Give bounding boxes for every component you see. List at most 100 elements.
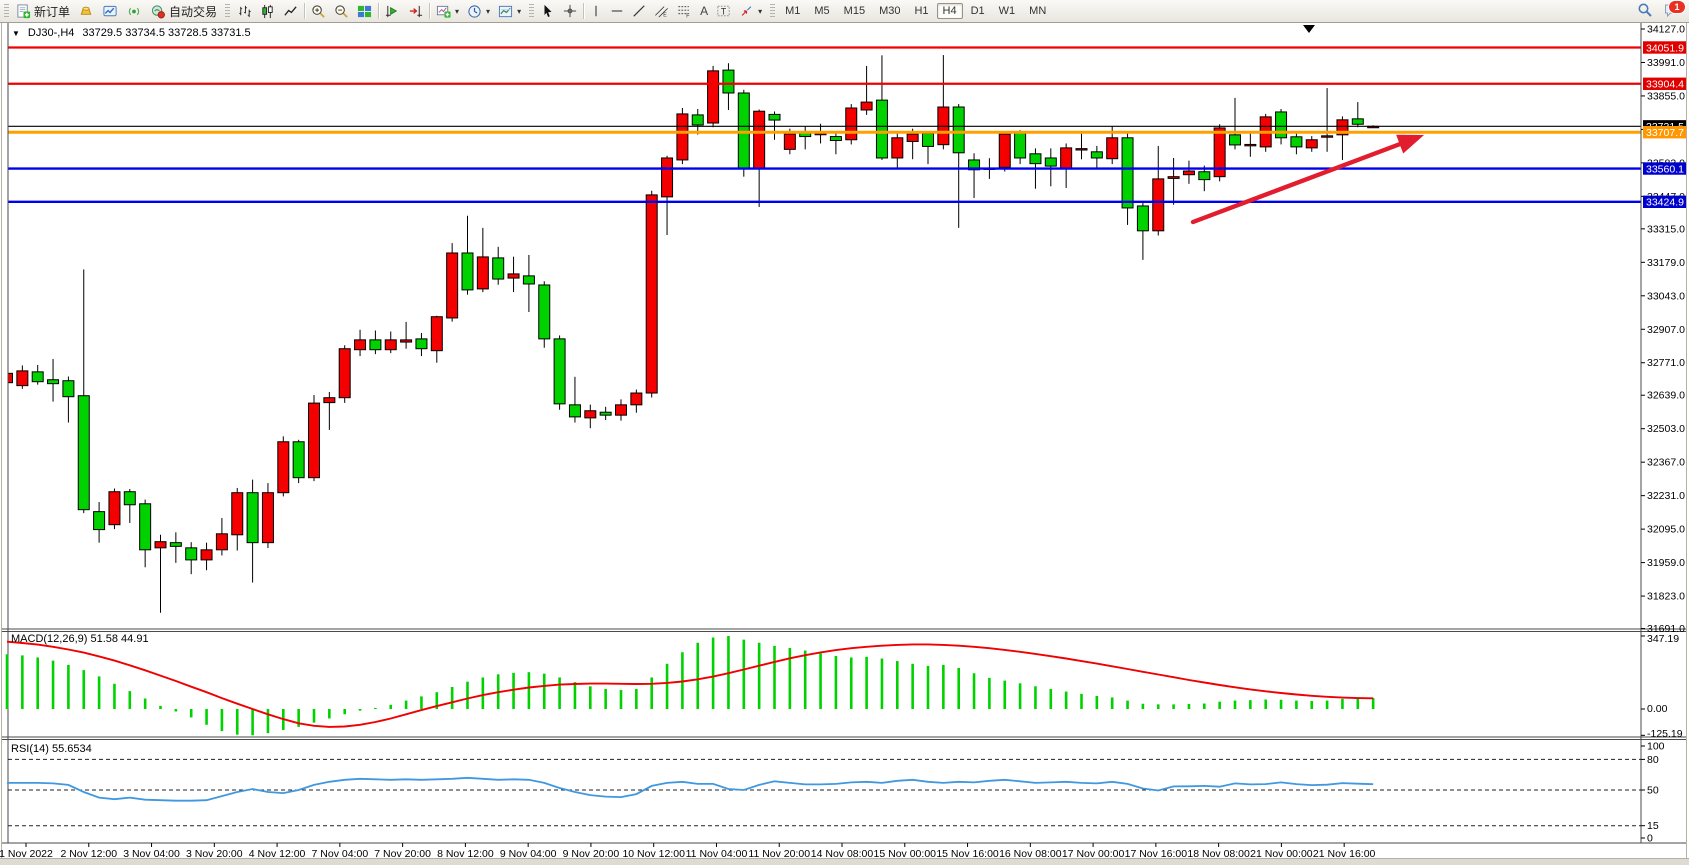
price-tick-label: 32503.0: [1647, 423, 1685, 435]
text-tool-button[interactable]: A: [696, 1, 712, 21]
text-label-tool-button[interactable]: T: [712, 1, 735, 21]
timeframe-button-h4[interactable]: H4: [936, 3, 963, 19]
arrows-tool-button[interactable]: ▾: [735, 1, 766, 21]
chart-canvas[interactable]: 34127.033991.033855.033719.033583.033447…: [0, 22, 1689, 865]
candle: [922, 131, 934, 165]
candle: [1044, 148, 1057, 187]
cursor-tool-button[interactable]: [537, 1, 559, 21]
periods-button[interactable]: ▾: [463, 1, 494, 21]
candle: [891, 133, 904, 170]
rsi-axis-label: 100: [1647, 741, 1665, 753]
horizontal-line-tool-button[interactable]: [606, 1, 628, 21]
signal-button[interactable]: [122, 1, 146, 21]
timeframe-button-m15[interactable]: M15: [843, 5, 866, 17]
chart-symbol-label: DJ30-,H4: [27, 27, 75, 39]
candle: [1321, 88, 1334, 152]
tile-windows-button[interactable]: [353, 1, 376, 21]
auto-trading-button[interactable]: 自动交易: [146, 1, 221, 21]
time-tick-label: 3 Nov 20:00: [186, 848, 243, 860]
time-tick-label: 11 Nov 20:00: [748, 848, 810, 860]
candle: [538, 281, 551, 348]
candle: [968, 153, 981, 199]
candle: [292, 439, 305, 484]
timeframe-button-m5[interactable]: M5: [814, 5, 830, 17]
time-axis[interactable]: 1 Nov 2022 2 Nov 12:00 3 Nov 04:00 3 Nov 20…: [0, 843, 1376, 860]
timeframe-button-m1[interactable]: M1: [785, 5, 801, 17]
toolbar-grip[interactable]: [225, 3, 231, 19]
channel-tool-button[interactable]: E: [650, 1, 673, 21]
gold-ingot-button[interactable]: [74, 1, 98, 21]
indicators-button[interactable]: ▾: [432, 1, 463, 21]
trend-arrow-line[interactable]: [1190, 138, 1412, 225]
search-icon[interactable]: [1637, 2, 1653, 21]
candle: [77, 269, 90, 514]
trendline-tool-button[interactable]: [628, 1, 650, 21]
vertical-line-icon: [590, 4, 602, 18]
price-tick-label: 32639.0: [1647, 390, 1685, 402]
templates-button[interactable]: ▾: [494, 1, 525, 21]
time-tick-label: 15 Nov 16:00: [936, 848, 999, 860]
candle: [1136, 202, 1149, 260]
toolbar-grip[interactable]: [770, 3, 776, 19]
candle: [568, 376, 581, 423]
svg-text:33707.7: 33707.7: [1646, 127, 1684, 139]
main-toolbar: 新订单 自动交易: [0, 0, 1689, 23]
candle: [676, 108, 689, 165]
timeframe-button-m30[interactable]: M30: [879, 5, 901, 17]
candle: [1182, 160, 1195, 184]
price-badge: 34051.9: [1643, 41, 1686, 54]
price-axis[interactable]: 34127.033991.033855.033719.033583.033447…: [1641, 24, 1686, 636]
zoom-out-icon: [334, 4, 349, 19]
timeframe-button-w1[interactable]: W1: [998, 5, 1016, 17]
toolbar-grip[interactable]: [529, 3, 535, 19]
vertical-line-tool-button[interactable]: [586, 1, 606, 21]
price-tick-label: 31691.0: [1647, 623, 1685, 635]
candle: [998, 131, 1011, 172]
candles-layer: [8, 55, 1380, 613]
timeframe-button-d1[interactable]: D1: [970, 5, 985, 17]
zoom-out-button[interactable]: [330, 1, 353, 21]
toolbar-grip[interactable]: [4, 3, 9, 19]
rsi-indicator-label: RSI(14) 55.6534: [11, 743, 92, 755]
chart-menu-caret-icon[interactable]: ▼: [12, 28, 20, 38]
price-badge: 33904.4: [1643, 77, 1686, 91]
notifications-chat-icon[interactable]: 1: [1663, 0, 1686, 20]
new-order-button[interactable]: 新订单: [12, 1, 74, 21]
rsi-axis-label: 15: [1647, 820, 1659, 832]
zoom-in-button[interactable]: [307, 1, 330, 21]
candle: [415, 332, 428, 357]
candle: [1060, 143, 1073, 188]
crosshair-tool-button[interactable]: [559, 1, 581, 21]
timeframe-button-mn[interactable]: MN: [1029, 5, 1047, 17]
time-tick-label: 16 Nov 08:00: [999, 848, 1062, 860]
fibonacci-tool-button[interactable]: F: [673, 1, 696, 21]
market-watch-button[interactable]: [98, 1, 122, 21]
line-chart-button[interactable]: [279, 1, 302, 21]
candle: [476, 227, 489, 293]
candle: [768, 111, 781, 140]
macd-axis-label: -125.19: [1647, 728, 1683, 740]
chart-window[interactable]: ▼ DJ30-,H4 33729.5 33734.5 33728.5 33731…: [0, 22, 1689, 865]
candle: [246, 479, 259, 583]
signal-icon: [126, 4, 142, 19]
candlestick-chart-button[interactable]: [256, 1, 279, 21]
timeframe-button-h1[interactable]: H1: [914, 5, 929, 17]
time-tick-label: 17 Nov 16:00: [1125, 848, 1188, 860]
candle: [1014, 130, 1027, 165]
candle: [1229, 97, 1241, 150]
candle: [1213, 124, 1226, 182]
candle: [707, 65, 720, 128]
bar-chart-button[interactable]: [233, 1, 256, 21]
svg-text:F: F: [686, 14, 689, 18]
chart-shift-marker-icon[interactable]: [1303, 25, 1315, 33]
window-bottom-edge: [0, 858, 1689, 865]
candle: [906, 128, 919, 160]
price-badge: 33424.9: [1643, 195, 1686, 209]
chart-shift-button[interactable]: [404, 1, 427, 21]
candle: [1090, 145, 1103, 170]
candle: [630, 389, 643, 413]
auto-scroll-button[interactable]: [381, 1, 404, 21]
price-tick-label: 32907.0: [1647, 324, 1685, 336]
candle: [584, 404, 597, 429]
timeframe-toolbar: M1 M5 M15 M30 H1 H4 D1 W1 MN: [778, 0, 1053, 22]
